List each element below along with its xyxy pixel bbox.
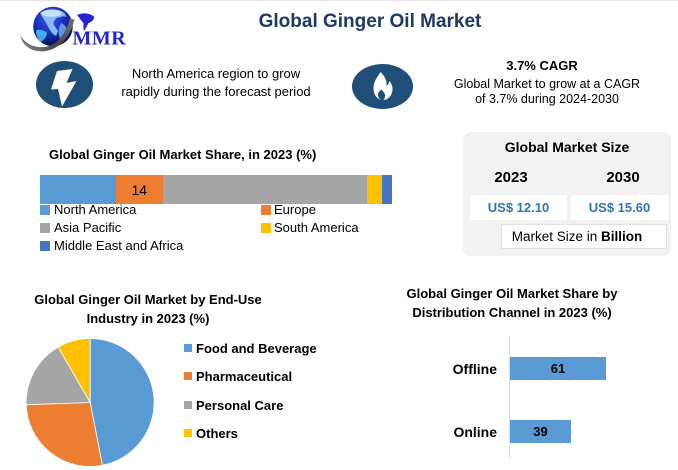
svg-text:MMR: MMR [73,28,127,50]
